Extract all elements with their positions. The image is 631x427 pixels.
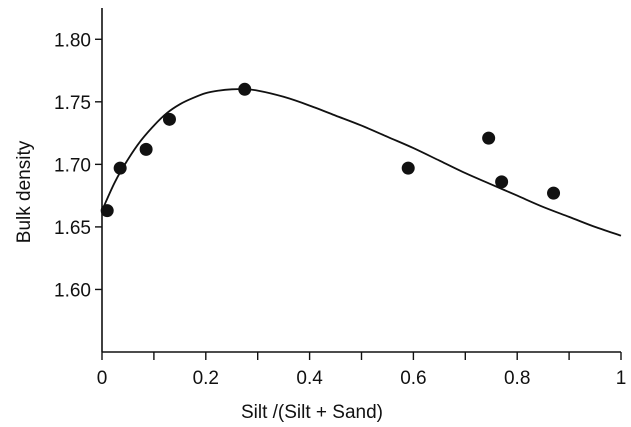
data-point [100,204,114,218]
x-axis-label: Silt /(Silt + Sand) [241,402,383,423]
x-tick-label: 0.2 [193,368,219,389]
data-point [139,142,153,156]
y-axis-label: Bulk density [14,140,35,243]
data-point [162,112,176,126]
data-point [113,161,127,175]
fit-curve-layer [101,88,622,237]
x-tick-label: 0 [97,368,108,389]
y-tick-label: 1.60 [54,280,91,301]
data-point [238,82,252,96]
data-point [401,161,415,175]
data-point [547,186,561,200]
y-tick-label: 1.70 [54,155,91,176]
data-point [482,131,496,145]
x-tick-label: 1 [616,368,627,389]
ticks: 1.60 1.65 1.70 1.75 1.80 0 0.2 0.4 0.6 0.8 1 [54,30,626,389]
points-layer [100,82,561,218]
data-point [495,175,509,189]
x-tick-label: 0.6 [400,368,426,389]
fit-curve [101,88,622,237]
x-tick-label: 0.8 [504,368,530,389]
y-tick-label: 1.75 [54,93,91,114]
y-tick-label: 1.80 [54,30,91,51]
axes [101,8,621,353]
y-tick-label: 1.65 [54,218,91,239]
x-tick-label: 0.4 [296,368,323,389]
